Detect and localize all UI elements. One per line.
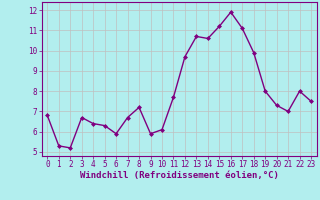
X-axis label: Windchill (Refroidissement éolien,°C): Windchill (Refroidissement éolien,°C) bbox=[80, 171, 279, 180]
